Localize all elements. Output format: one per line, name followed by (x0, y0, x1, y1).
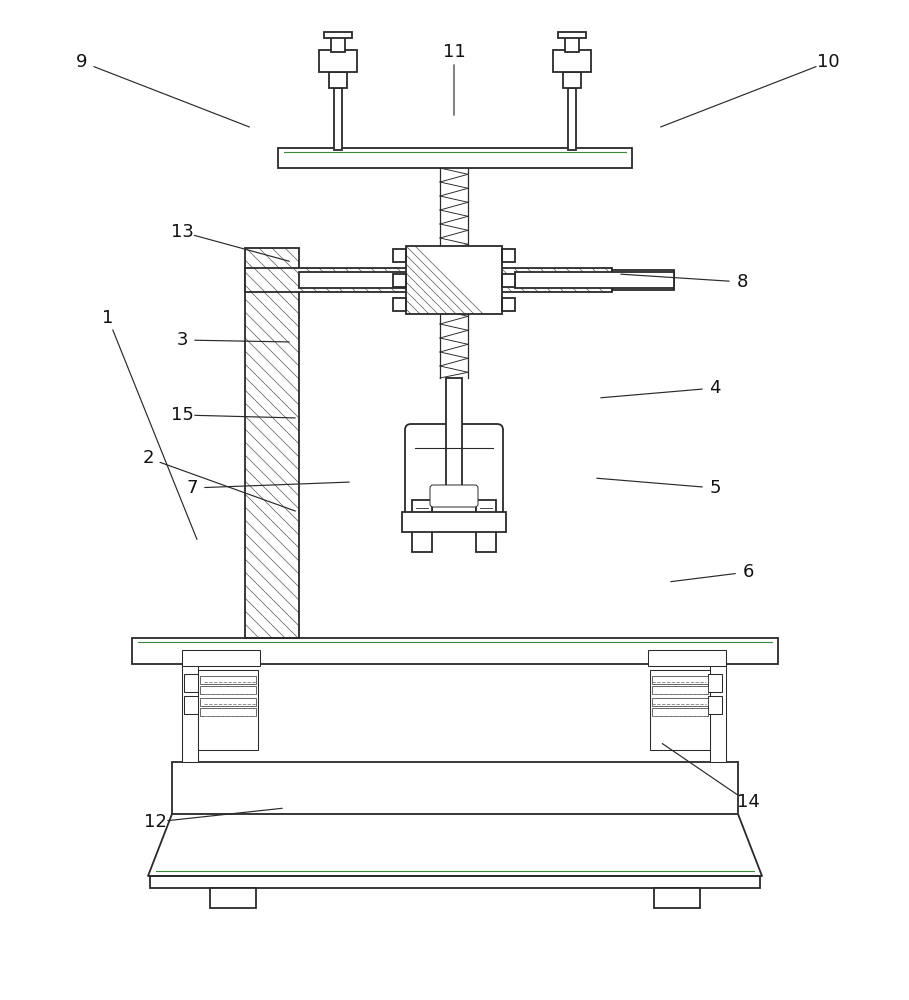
Bar (553, 50, 591, 72)
Bar (132, 638, 778, 664)
Text: 12: 12 (144, 813, 166, 831)
Bar (432, 490, 476, 518)
Bar (502, 274, 515, 287)
Bar (393, 249, 406, 262)
Bar (278, 148, 632, 168)
FancyBboxPatch shape (405, 424, 503, 518)
Bar (433, 488, 475, 504)
Bar (446, 378, 462, 490)
Bar (200, 708, 256, 716)
Bar (200, 698, 256, 706)
Bar (654, 888, 700, 908)
Text: 2: 2 (142, 449, 154, 467)
Bar (393, 298, 406, 311)
Bar (182, 650, 260, 666)
Bar (200, 686, 256, 694)
Bar (245, 248, 299, 638)
Text: 14: 14 (736, 793, 759, 811)
Bar (565, 36, 579, 52)
Bar (245, 248, 299, 638)
Bar (319, 50, 357, 72)
Bar (652, 676, 708, 684)
Bar (568, 88, 576, 150)
Polygon shape (148, 814, 762, 876)
Bar (198, 670, 258, 750)
Bar (406, 246, 502, 314)
Bar (652, 708, 708, 716)
Bar (708, 674, 722, 692)
Bar (515, 272, 674, 288)
Text: 3: 3 (176, 331, 188, 349)
Bar (329, 72, 347, 88)
Bar (652, 686, 708, 694)
Bar (210, 888, 256, 908)
Bar (708, 696, 722, 714)
Bar (245, 268, 612, 292)
Bar (402, 512, 506, 532)
Bar (476, 500, 496, 552)
Bar (412, 500, 432, 552)
Text: 8: 8 (736, 273, 748, 291)
Bar (563, 72, 581, 88)
Text: 6: 6 (743, 563, 754, 581)
Bar (393, 274, 406, 287)
Text: 11: 11 (443, 43, 465, 61)
Bar (406, 246, 502, 314)
Bar (331, 36, 345, 52)
Bar (502, 249, 515, 262)
Bar (710, 664, 726, 762)
Text: 4: 4 (709, 379, 721, 397)
Text: 15: 15 (171, 406, 194, 424)
Bar (184, 696, 198, 714)
Bar (299, 272, 406, 288)
FancyBboxPatch shape (430, 485, 478, 507)
Bar (650, 670, 710, 750)
Text: 5: 5 (709, 479, 721, 497)
Bar (182, 664, 198, 762)
Bar (612, 270, 674, 290)
Bar (184, 674, 198, 692)
Bar (150, 876, 760, 888)
Text: 13: 13 (171, 223, 194, 241)
Bar (200, 676, 256, 684)
Bar (334, 88, 342, 150)
Text: 7: 7 (186, 479, 198, 497)
Bar (648, 650, 726, 666)
Text: 10: 10 (816, 53, 839, 71)
Bar (652, 698, 708, 706)
Text: 1: 1 (103, 309, 114, 327)
Bar (502, 298, 515, 311)
Bar (324, 32, 352, 38)
Bar (172, 762, 738, 814)
Bar (245, 268, 612, 292)
Bar (558, 32, 586, 38)
Text: 9: 9 (76, 53, 88, 71)
